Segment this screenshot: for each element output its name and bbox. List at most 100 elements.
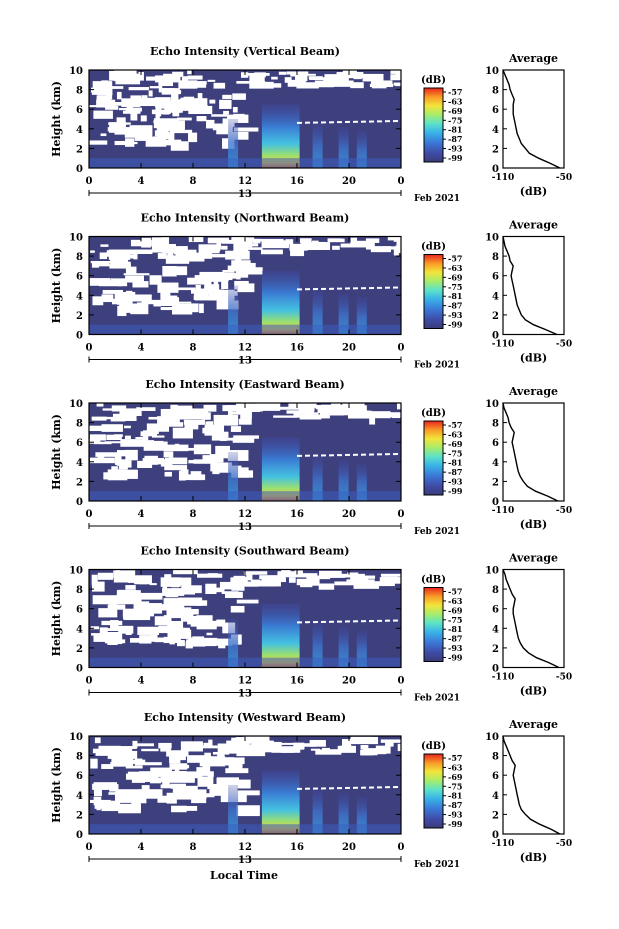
profile-y-tick-label: 8 <box>492 752 499 763</box>
profile-x-tick-label: -110 <box>492 340 515 350</box>
profile-line <box>502 735 561 835</box>
profile-y-tick-label: 6 <box>492 272 499 283</box>
profile-x-label: (dB) <box>520 685 547 698</box>
colorbar <box>423 254 444 329</box>
colorbar-title: (dB) <box>421 408 446 419</box>
profile-y-tick-label: 4 <box>492 791 499 802</box>
profile-x-tick-label: -50 <box>556 173 572 183</box>
x-tick-label: 16 <box>290 509 304 520</box>
panel-2: Echo Intensity (Eastward Beam) 0 2 4 6 8 10 Hei… <box>50 378 572 537</box>
profile-title: Average <box>508 385 558 398</box>
y-tick-label: 0 <box>76 497 83 508</box>
colorbar-tick-label: -57 <box>448 87 462 97</box>
colorbar-tick-label: -93 <box>448 144 463 154</box>
heatmap-field <box>89 236 424 335</box>
colorbar-tick-label: -63 <box>448 762 463 772</box>
profile-frame <box>502 402 565 502</box>
y-tick-label: 6 <box>76 605 83 616</box>
day-label: 13 <box>238 522 252 533</box>
panel-title: Echo Intensity (Westward Beam) <box>144 711 346 724</box>
profile-line <box>502 236 558 336</box>
x-tick-label: 0 <box>398 676 405 687</box>
y-tick-label: 4 <box>76 125 83 136</box>
profile-x-tick-label: -110 <box>492 839 515 849</box>
day-label: 13 <box>238 689 252 700</box>
colorbar-tick-label: -63 <box>448 263 463 273</box>
colorbar-tick-label: -93 <box>448 310 463 320</box>
colorbar-tick-label: -99 <box>448 819 463 829</box>
panel-title: Echo Intensity (Southward Beam) <box>141 545 350 558</box>
profile-y-tick-label: 2 <box>492 144 499 155</box>
date-label: Feb 2021 <box>414 860 460 870</box>
profile-frame <box>502 568 565 669</box>
day-label: 13 <box>238 189 252 200</box>
x-tick-label: 16 <box>290 676 304 687</box>
panel-title: Echo Intensity (Northward Beam) <box>141 212 350 225</box>
colorbar <box>423 587 444 662</box>
y-tick-label: 4 <box>76 791 83 802</box>
colorbar-tick-label: -87 <box>448 800 462 810</box>
colorbar-tick-label: -87 <box>448 301 462 311</box>
profile-x-tick-label: -50 <box>556 340 572 350</box>
colorbar-tick-label: -87 <box>448 634 462 644</box>
colorbar-tick-label: -87 <box>448 134 462 144</box>
x-tick-label: 16 <box>290 176 304 187</box>
y-tick-label: 6 <box>76 105 83 116</box>
profile-line <box>502 69 561 169</box>
y-tick-label: 4 <box>76 458 83 469</box>
y-tick-label: 2 <box>76 644 83 655</box>
local-time-label: Local Time <box>210 869 278 882</box>
colorbar-tick-label: -63 <box>448 96 463 106</box>
profile-frame <box>502 69 565 169</box>
x-tick-label: 8 <box>190 509 197 520</box>
colorbar-tick-label: -69 <box>448 772 463 782</box>
profile-y-tick-label: 0 <box>492 664 499 675</box>
profile-y-tick-label: 10 <box>485 399 499 410</box>
date-label: Feb 2021 <box>414 527 460 537</box>
x-tick-label: 12 <box>238 842 252 853</box>
y-tick-label: 2 <box>76 477 83 488</box>
x-tick-label: 0 <box>86 676 93 687</box>
colorbar-tick-label: -99 <box>448 486 463 496</box>
colorbar-title: (dB) <box>421 741 446 752</box>
y-tick-label: 8 <box>76 252 83 263</box>
y-tick-label: 0 <box>76 331 83 342</box>
colorbar-tick-label: -75 <box>448 448 462 458</box>
colorbar-tick-label: -99 <box>448 320 463 330</box>
y-tick-label: 6 <box>76 771 83 782</box>
profile-x-tick-label: -110 <box>492 506 515 516</box>
profile-title: Average <box>508 718 558 731</box>
colorbar-tick-label: -63 <box>448 596 463 606</box>
y-tick-label: 10 <box>69 399 83 410</box>
profile-y-tick-label: 2 <box>492 644 499 655</box>
y-axis-label: Height (km) <box>50 414 63 490</box>
profile-y-tick-label: 8 <box>492 86 499 97</box>
profile-x-label: (dB) <box>520 518 547 531</box>
profile-x-tick-label: -50 <box>556 506 572 516</box>
profile-y-tick-label: 4 <box>492 291 499 302</box>
heatmap-field <box>89 569 405 668</box>
date-label: Feb 2021 <box>414 194 460 204</box>
profile-y-tick-label: 4 <box>492 458 499 469</box>
x-tick-label: 0 <box>398 343 405 354</box>
colorbar <box>423 753 444 829</box>
x-tick-label: 20 <box>342 343 356 354</box>
y-tick-label: 0 <box>76 664 83 675</box>
x-tick-label: 4 <box>138 343 145 354</box>
y-tick-label: 8 <box>76 752 83 763</box>
profile-y-tick-label: 0 <box>492 830 499 841</box>
y-tick-label: 2 <box>76 144 83 155</box>
colorbar-tick-label: -99 <box>448 153 463 163</box>
y-tick-label: 10 <box>69 566 83 577</box>
profile-y-tick-label: 4 <box>492 624 499 635</box>
profile-y-tick-label: 8 <box>492 585 499 596</box>
profile-x-tick-label: -50 <box>556 839 572 849</box>
x-tick-label: 0 <box>398 509 405 520</box>
x-tick-label: 20 <box>342 842 356 853</box>
profile-y-tick-label: 6 <box>492 105 499 116</box>
colorbar-tick-label: -81 <box>448 791 462 801</box>
colorbar-tick-label: -69 <box>448 272 463 282</box>
y-tick-label: 8 <box>76 86 83 97</box>
y-tick-label: 4 <box>76 624 83 635</box>
